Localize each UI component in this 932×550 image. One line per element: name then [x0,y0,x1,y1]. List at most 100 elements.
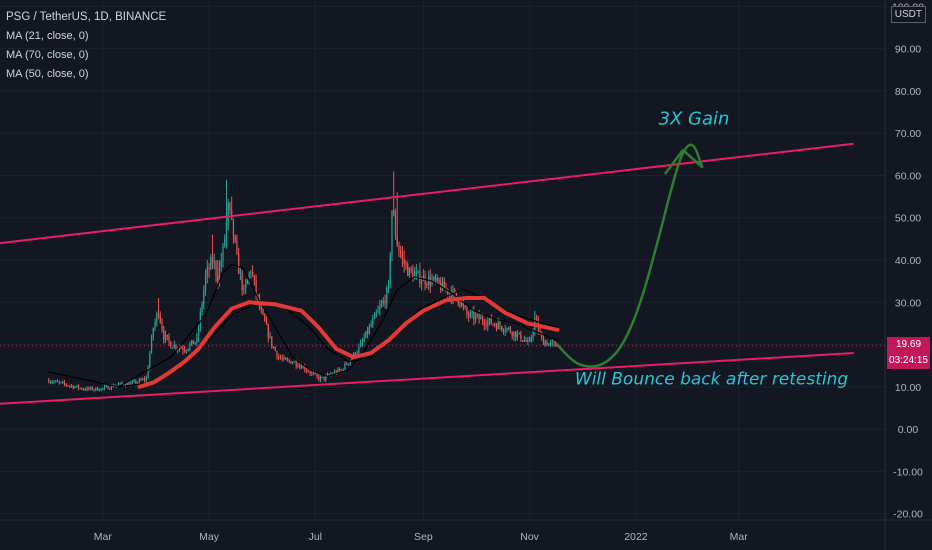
candle-body [509,327,512,333]
candle-body [285,357,287,360]
candle-body [304,366,306,370]
x-tick-label: Mar [94,531,113,543]
candle-body [279,357,282,359]
candle-body [541,333,543,339]
candle-body [135,380,137,384]
candle-body [246,279,248,285]
candle-body [347,363,350,365]
ma70-line [137,296,560,389]
candle-body [461,303,463,306]
candle-body [222,245,224,261]
candle-body [549,342,552,344]
candle-body [276,351,278,358]
candle-body [208,267,210,270]
candle-body [56,380,59,382]
candle-body [110,385,113,389]
candle-body [366,331,369,334]
candle-body [361,341,363,343]
candle-body [551,342,553,344]
candle-body [307,370,309,372]
candle-body [156,313,158,322]
candle-body [109,388,111,390]
candle-body [178,347,181,349]
candle-body [288,360,290,362]
candle-body [407,264,409,276]
candle-body [471,311,473,313]
candle-body [333,371,336,375]
candle-body [314,373,316,375]
candle-body [401,254,404,259]
candle-body [410,267,412,272]
candle-body [441,281,444,291]
ma50-label[interactable]: MA (50, close, 0) [6,68,89,80]
candle-body [213,262,215,264]
candle-body [236,240,238,254]
candle-body [128,382,130,386]
candle-body [271,336,273,347]
candle-body [528,339,531,342]
currency-unit-badge[interactable]: USDT [890,6,926,23]
candle-body [107,386,109,390]
candle-body [326,374,329,376]
candle-body [393,210,395,216]
bounce-annotation: Will Bounce back after retesting [575,370,849,390]
candle-body [196,337,198,343]
candle-body [520,332,522,341]
candle-body [159,315,161,323]
moving-averages [48,263,560,389]
candle-body [380,303,383,307]
candle-body [363,337,365,342]
candle-body [299,365,301,367]
candle-body [497,322,499,330]
x-tick-label: Jul [309,531,322,543]
candle-body [253,275,255,281]
candle-body [351,357,353,361]
candle-body [387,284,390,289]
candle-body [189,344,191,349]
candle-body [335,371,337,374]
candle-body [476,314,478,316]
candle-body [150,336,153,354]
candle-body [370,324,372,327]
candle-body [468,314,470,317]
candle-body [147,367,149,378]
candle-body [251,271,254,276]
candle-body [278,357,280,359]
candle-body [292,362,294,364]
candle-body [95,387,97,390]
candle-body [231,210,233,219]
last-price-tag: 19.69 [887,337,930,353]
symbol-title[interactable]: PSG / TetherUS, 1D, BINANCE [6,11,167,23]
ma70-label[interactable]: MA (70, close, 0) [6,49,89,61]
candle-body [431,279,433,286]
candle-body [422,275,424,281]
candle-body [433,277,435,280]
candle-body [79,388,81,390]
candle-body [316,373,318,377]
candle-body [464,305,466,308]
candle-body [515,331,517,338]
candle-body [372,318,374,325]
candle-body [105,386,107,388]
ma21-label[interactable]: MA (21, close, 0) [6,30,89,42]
candle-body [382,300,384,304]
candle-body [516,333,519,338]
candle-body [121,382,123,385]
x-tick-label: May [199,531,220,543]
candle-body [70,385,73,387]
candle-body [260,307,262,310]
candle-body [53,381,55,383]
candle-body [272,346,275,348]
candle-body [191,340,193,345]
ma21-line [48,263,559,388]
candle-body [323,376,325,380]
candle-body [103,386,106,389]
candle-body [274,347,276,352]
candle-body [506,328,508,331]
candle-body [201,303,203,312]
candle-body [227,203,229,222]
candle-body [157,313,160,316]
candle-body [544,341,546,345]
